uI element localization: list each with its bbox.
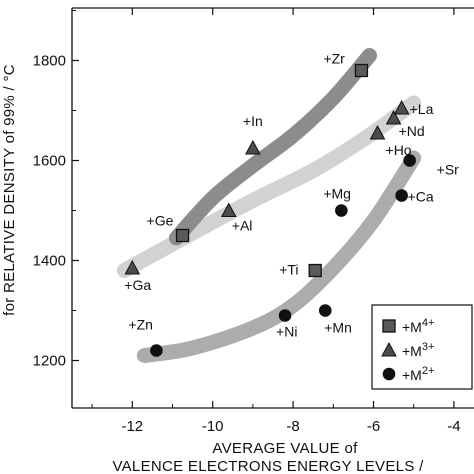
x-tick-label: -6 [367,418,380,435]
x-axis-title-line-1: AVERAGE VALUE of [212,440,358,457]
data-point-sr [403,154,416,167]
legend: +M4++M3++M2+ [371,304,473,390]
point-label-zr: +Zr [323,51,345,67]
point-label-mn: +Mn [324,320,352,336]
x-tick-label: -12 [121,418,143,435]
y-tick-label: 1800 [33,53,66,70]
point-label-ti: +Ti [279,262,298,278]
data-point-nd [385,109,402,125]
trend-band-circle [136,150,422,363]
point-labels: +Ge +Ti +Zr +Ga +Al +In +Ho +Nd +La +Zn +Ni +Mn +Mg +… [124,51,459,340]
data-point-zr [354,63,369,78]
data-point-ca [395,189,408,202]
point-label-zn: +Zn [128,317,153,333]
data-point-ge [175,228,190,243]
point-label-ni: +Ni [276,324,297,340]
point-label-ga: +Ga [124,277,151,293]
y-tick-label: 1600 [33,153,66,170]
data-point-ga [124,259,141,275]
data-point-la [393,99,410,115]
legend-marker-circle [382,367,396,381]
y-axis-title: for RELATIVE DENSITY of 99% / °C [1,64,18,316]
data-point-in [245,139,261,155]
data-point-ni [278,309,292,322]
point-label-ca: +Ca [408,189,434,205]
y-tick-label: 1400 [33,253,66,270]
x-tick-label: -4 [447,418,460,435]
point-label-sr: +Sr [437,162,460,178]
point-label-in: +In [243,113,263,129]
x-tick-label: -10 [202,418,224,435]
point-label-ho: +Ho [386,142,412,158]
point-label-al: +Al [232,218,253,234]
point-label-la: +La [410,101,434,117]
x-axis-title-line-2: VALENCE ELECTRONS ENERGY LEVELS / [112,458,424,474]
y-tick-label: 1200 [33,353,66,370]
data-point-mn [318,304,332,317]
data-point-mg [335,204,348,217]
plot-frame: -12 -10 -8 -6 -4 1200 1400 1600 1800 [33,7,474,435]
data-points [124,63,416,357]
data-point-ti [308,263,322,278]
point-label-ge: +Ge [147,213,174,229]
trend-band-triangle [116,95,422,278]
legend-marker-square [382,319,396,333]
trend-band-square [169,48,377,246]
data-point-zn [150,344,163,357]
legend-marker-triangle [381,341,397,357]
data-point-ho [369,124,386,140]
point-label-mg: +Mg [323,186,351,202]
trend-bands [116,48,422,363]
data-point-al [220,202,237,217]
point-label-nd: +Nd [399,123,425,139]
x-tick-label: -8 [286,418,299,435]
